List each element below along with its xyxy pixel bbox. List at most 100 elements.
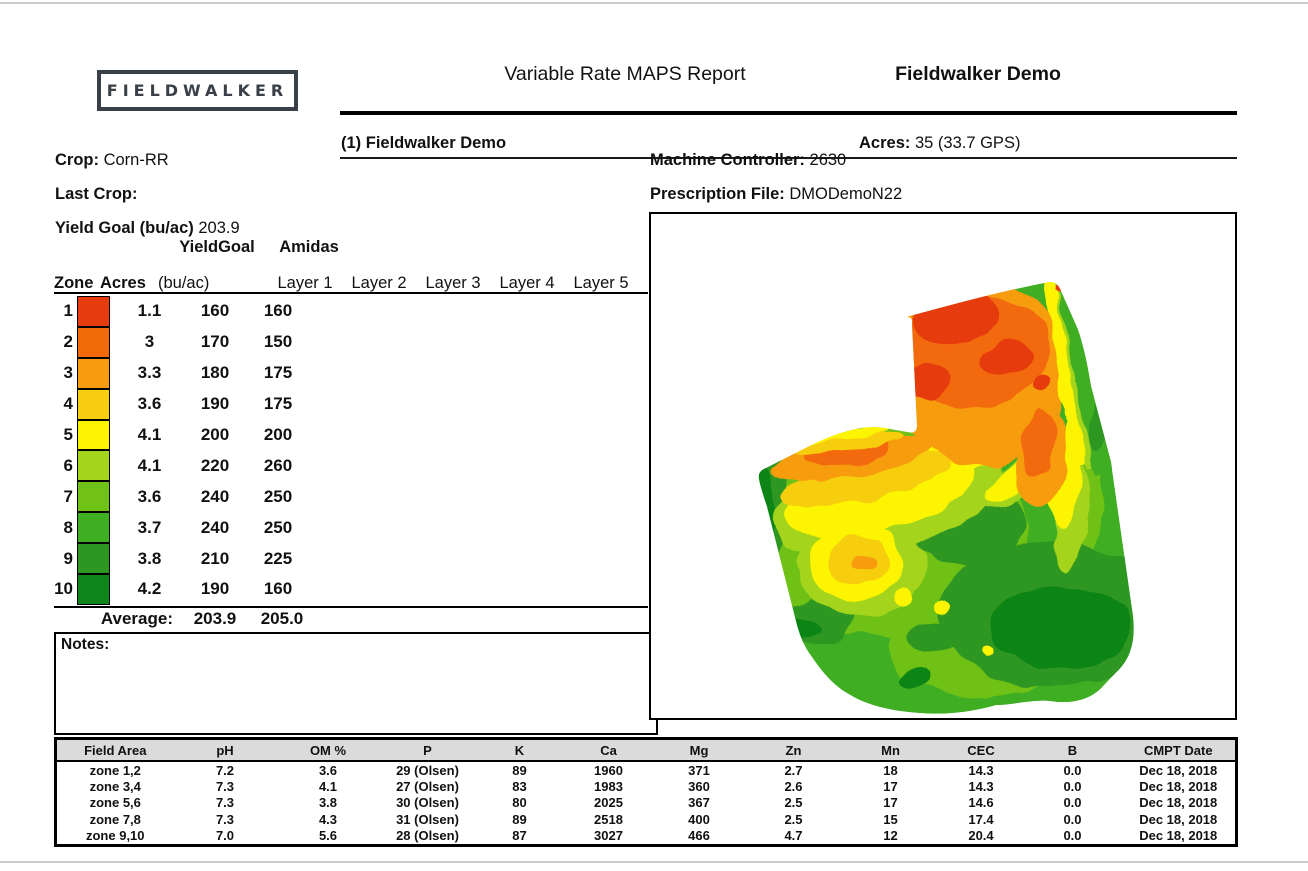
notes-label: Notes: [61, 636, 110, 653]
zone-number: 3 [63, 363, 73, 383]
col-header-layer5: Layer 5 [573, 274, 629, 292]
client-name: Fieldwalker Demo [895, 63, 1061, 85]
acres-value: 35 (33.7 GPS) [914, 134, 1021, 152]
yield-goal-line: Yield Goal (bu/ac) 203.9 [55, 219, 240, 238]
soil-cell: 3.6 [318, 762, 338, 778]
last-crop-label: Last Crop: [55, 185, 138, 203]
soil-cell: 7.3 [215, 795, 235, 811]
machine-controller-value: 2630 [809, 151, 847, 169]
col-header-layer2: Layer 2 [351, 274, 407, 292]
zone-acres: 3.8 [137, 548, 162, 568]
soil-header-cell: Mn [842, 738, 939, 762]
soil-cell: Dec 18, 2018 [1139, 811, 1218, 827]
zone-number: 2 [63, 332, 73, 352]
soil-cell: 17 [883, 795, 898, 811]
zone-row: 7 3.6 240 250 [54, 481, 648, 513]
zone-yield-goal: 240 [200, 517, 230, 537]
zone-yield-goal: 190 [200, 579, 230, 599]
zone-acres: 3.6 [137, 486, 162, 506]
zone-number: 7 [63, 486, 73, 506]
zone-row: 9 3.8 210 225 [54, 543, 648, 575]
soil-cell: 5.6 [318, 828, 338, 844]
soil-cell: 4.1 [318, 779, 338, 795]
soil-cell: 0.0 [1063, 779, 1082, 795]
soil-header-cell: P [379, 738, 476, 762]
zone-color-swatch [77, 450, 110, 482]
zone-acres: 4.1 [137, 455, 162, 475]
soil-cell: 2.5 [784, 795, 803, 811]
soil-cell: 29 (Olsen) [396, 762, 459, 778]
soil-cell: 400 [688, 811, 710, 827]
soil-cell: zone 1,2 [89, 762, 141, 778]
soil-cell: Dec 18, 2018 [1139, 779, 1218, 795]
soil-cell: 7.0 [215, 828, 235, 844]
zone-layer1-rate: 160 [263, 579, 293, 599]
zone-number: 4 [63, 394, 73, 414]
prescription-map [649, 212, 1237, 720]
soil-cell: 2518 [594, 811, 623, 827]
header-rule-thick [340, 111, 1237, 115]
zone-table-body: 1 1.1 160 160 2 3 170 150 3 3.3 180 175 4 3.6 190 175 5 4… [54, 296, 648, 605]
prescription-file-line: Prescription File: DMODemoN22 [650, 185, 902, 204]
soil-cell: 30 (Olsen) [396, 795, 459, 811]
soil-cell: 89 [512, 811, 527, 827]
zone-table-top-rule [54, 292, 648, 294]
zone-acres: 3.7 [137, 517, 162, 537]
soil-header-cell: Field Area [55, 738, 174, 762]
zone-row: 6 4.1 220 260 [54, 450, 648, 482]
page-top-edge [0, 2, 1308, 4]
zone-row: 5 4.1 200 200 [54, 419, 648, 451]
crop-line: Crop: Corn-RR [55, 151, 169, 170]
zone-table-bottom-rule [54, 606, 648, 608]
col-header-zone: Zone [54, 274, 94, 292]
soil-cell: 1983 [594, 779, 623, 795]
soil-cell: 360 [688, 779, 710, 795]
soil-cell: 0.0 [1063, 762, 1082, 778]
soil-test-table: Field Area pH OM % P K Ca Mg Zn Mn CEC B CMPT Date … [54, 737, 1238, 847]
acres-line: Acres: 35 (33.7 GPS) [859, 134, 1020, 153]
zone-yield-goal: 240 [200, 486, 230, 506]
page-bottom-edge [0, 861, 1308, 863]
zone-acres: 3.6 [137, 394, 162, 414]
col-header-acres: Acres [100, 274, 146, 292]
group-header-amidas: Amidas [279, 238, 339, 256]
zone-layer1-rate: 200 [263, 425, 293, 444]
soil-cell: 3.8 [318, 795, 338, 811]
zone-yield-goal: 160 [200, 301, 230, 321]
soil-cell: Dec 18, 2018 [1139, 795, 1218, 811]
zone-row: 1 1.1 160 160 [54, 296, 648, 327]
soil-cell: 7.3 [215, 779, 235, 795]
average-yield-goal: 203.9 [193, 609, 237, 628]
soil-header-cell: OM % [276, 738, 380, 762]
soil-cell: zone 5,6 [89, 795, 141, 811]
soil-cell: Dec 18, 2018 [1139, 762, 1218, 778]
soil-cell: 17 [883, 779, 898, 795]
soil-cell: 31 (Olsen) [396, 811, 459, 827]
crop-label: Crop: [55, 151, 99, 169]
soil-cell: 15 [883, 811, 898, 827]
last-crop-line: Last Crop: [55, 185, 138, 204]
zone-layer1-rate: 150 [263, 332, 293, 352]
header-rule-thin [340, 157, 1237, 159]
zone-yield-goal: 210 [200, 548, 230, 568]
soil-cell: 87 [512, 828, 527, 844]
zone-color-swatch [77, 326, 110, 358]
soil-header-cell: CEC [938, 738, 1024, 762]
soil-cell: 14.3 [968, 762, 994, 778]
logo-box: FIELDWALKER [97, 70, 298, 111]
zone-row: 10 4.2 190 160 [54, 574, 648, 605]
soil-cell: zone 3,4 [89, 779, 141, 795]
zone-acres: 1.1 [137, 301, 162, 321]
zone-number: 9 [63, 548, 73, 568]
zone-number: 6 [63, 455, 73, 475]
zone-layer1-rate: 250 [263, 517, 293, 537]
soil-header-row: Field Area pH OM % P K Ca Mg Zn Mn CEC B CMPT Date [55, 738, 1237, 762]
soil-cell: 14.3 [968, 779, 994, 795]
zone-color-swatch [77, 481, 110, 513]
soil-cell: 3027 [594, 828, 623, 844]
field-title: (1) Fieldwalker Demo [341, 134, 507, 152]
prescription-file-label: Prescription File: [650, 185, 785, 203]
zone-color-swatch [77, 296, 110, 327]
col-header-layer4: Layer 4 [499, 274, 555, 292]
